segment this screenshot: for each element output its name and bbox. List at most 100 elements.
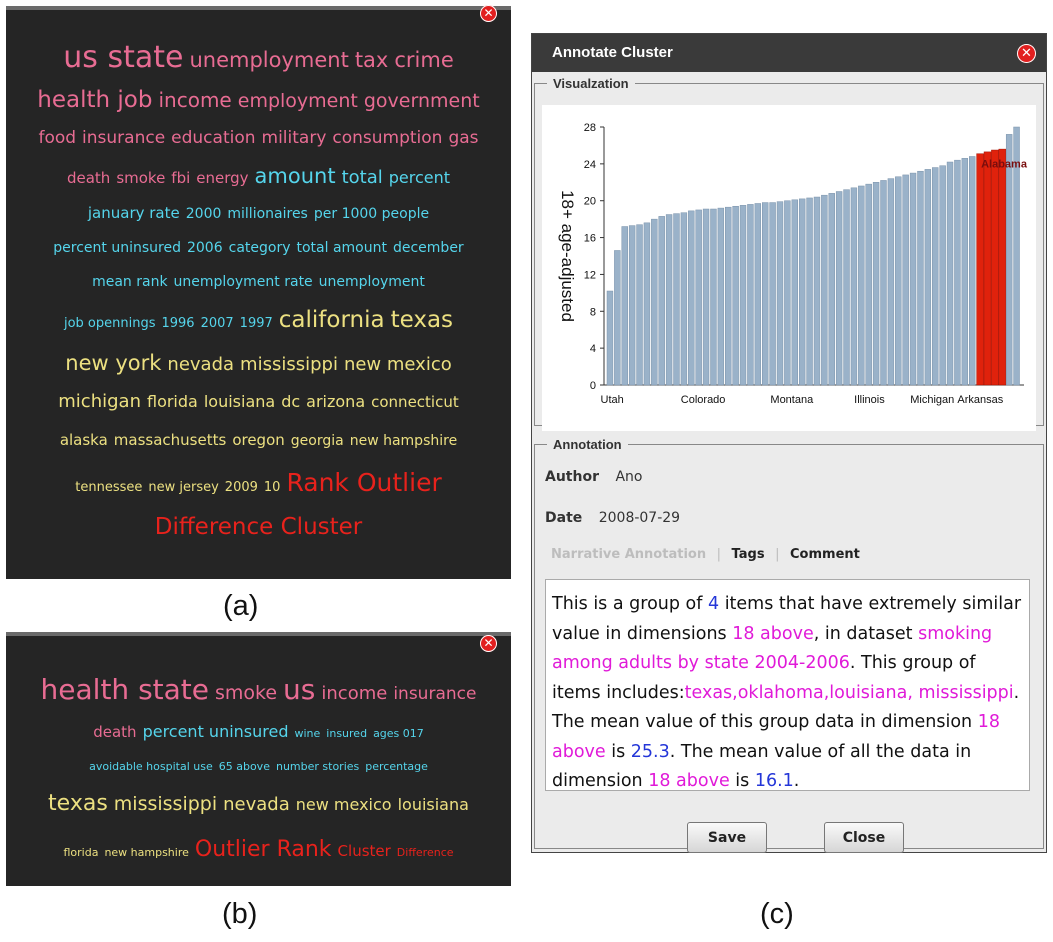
cloud-tag[interactable]: new mexico <box>295 795 392 814</box>
cloud-tag[interactable]: new jersey <box>148 480 219 495</box>
cloud-tag[interactable]: michigan <box>58 391 141 412</box>
bar <box>673 213 680 386</box>
tab-comment[interactable]: Comment <box>790 547 860 562</box>
cloud-tag[interactable]: tennessee <box>75 480 143 495</box>
cloud-tag[interactable]: health state <box>40 673 209 706</box>
cloud-tag[interactable]: Rank Outlier <box>286 468 442 497</box>
cloud-tag[interactable]: smoke <box>215 682 278 704</box>
cloud-tag[interactable]: fbi <box>171 169 191 187</box>
cloud-tag[interactable]: louisiana <box>397 795 469 814</box>
cloud-tag[interactable]: percent uninsured <box>142 722 289 741</box>
cloud-tag[interactable]: january rate <box>87 204 180 222</box>
tab-tags[interactable]: Tags <box>731 547 765 562</box>
cloud-tag[interactable]: louisiana <box>203 392 276 411</box>
cloud-tag[interactable]: number stories <box>275 760 360 773</box>
cloud-tag[interactable]: dc <box>281 392 301 411</box>
visualization-legend: Visualzation <box>553 76 629 91</box>
cloud-tag[interactable]: ages 017 <box>373 727 424 740</box>
cloud-tag[interactable]: 2007 <box>200 316 234 331</box>
cloud-tag[interactable]: new hampshire <box>349 433 458 449</box>
cloud-tag[interactable]: nevada <box>167 354 235 375</box>
cloud-tag[interactable]: income <box>321 683 388 704</box>
cloud-tag[interactable]: california <box>278 307 385 333</box>
cloud-tag[interactable]: food <box>38 128 77 148</box>
cloud-tag[interactable]: Difference Cluster <box>154 514 363 540</box>
annotation-text: . The mean value of all the data in dime… <box>552 741 972 792</box>
cloud-tag[interactable]: health job <box>37 87 153 113</box>
cloud-tag[interactable]: texas <box>48 791 108 816</box>
cloud-tag[interactable]: us state <box>63 40 184 75</box>
cloud-tag[interactable]: arizona <box>306 392 366 411</box>
cloud-tag[interactable]: texas <box>390 307 454 333</box>
cloud-tag[interactable]: military <box>261 128 327 148</box>
close-button[interactable]: Close <box>824 822 904 853</box>
cloud-tag[interactable]: december <box>392 240 464 256</box>
cloud-tag[interactable]: oregon <box>232 431 285 449</box>
cloud-tag[interactable]: millionaires <box>227 206 308 222</box>
cloud-tag[interactable]: percent uninsured <box>53 240 181 256</box>
cloud-tag[interactable]: new hampshire <box>104 846 189 859</box>
close-icon[interactable]: ✕ <box>480 5 497 22</box>
cloud-tag[interactable]: job opennings <box>63 316 156 331</box>
cloud-tag[interactable]: wine <box>294 727 321 740</box>
cloud-tag[interactable]: connecticut <box>371 393 459 411</box>
save-button[interactable]: Save <box>687 822 767 853</box>
cloud-tag[interactable]: mississippi <box>240 354 338 375</box>
cloud-tag[interactable]: Outlier Rank <box>194 837 332 862</box>
cloud-tag[interactable]: florida <box>63 846 99 859</box>
cloud-tag[interactable]: gas <box>448 128 479 148</box>
cloud-tag[interactable]: Difference <box>396 846 454 859</box>
cloud-tag[interactable]: Cluster <box>337 842 391 860</box>
bar <box>702 208 710 386</box>
cloud-tag[interactable]: 1996 <box>161 316 195 331</box>
cloud-tag[interactable]: consumption <box>332 128 443 148</box>
cloud-tag[interactable]: insured <box>326 727 368 740</box>
cloud-tag[interactable]: 1997 <box>239 316 273 331</box>
close-icon[interactable]: ✕ <box>1017 44 1036 63</box>
cloud-tag[interactable]: smoke <box>116 169 166 187</box>
cloud-tag[interactable]: new york <box>65 351 162 375</box>
cloud-tag[interactable]: category <box>228 240 291 256</box>
cloud-tag[interactable]: unemployment <box>318 274 425 290</box>
cloud-tag[interactable]: us <box>283 673 316 706</box>
cloud-tag[interactable]: per 1000 people <box>313 206 430 222</box>
bar <box>843 189 850 386</box>
cloud-tag[interactable]: total amount <box>296 240 387 256</box>
cloud-tag[interactable]: percent <box>388 168 451 187</box>
cloud-tag[interactable]: mississippi <box>113 793 218 815</box>
tab-narrative-annotation[interactable]: Narrative Annotation <box>551 547 707 562</box>
bar-chart: 0 4 8 12 16 20 24 28 18+ age-adjusted Alabama Utah… <box>558 122 1028 406</box>
close-icon[interactable]: ✕ <box>480 635 497 652</box>
cloud-tag[interactable]: education <box>171 128 256 148</box>
cloud-tag[interactable]: massachusetts <box>113 431 227 449</box>
cloud-tag[interactable]: 2000 <box>185 206 222 222</box>
cloud-tag[interactable]: 2009 <box>224 480 258 495</box>
cloud-tag[interactable]: employment <box>237 90 358 112</box>
cloud-tag[interactable]: florida <box>146 392 198 411</box>
cloud-tag[interactable]: percentage <box>365 760 428 773</box>
cloud-tag[interactable]: income <box>158 88 232 112</box>
cloud-tag[interactable]: alaska <box>59 431 108 449</box>
cloud-tag[interactable]: tax <box>354 48 389 72</box>
cloud-tag[interactable]: government <box>363 90 480 112</box>
cloud-tag[interactable]: 65 above <box>218 760 270 773</box>
cloud-tag[interactable]: 10 <box>263 480 281 495</box>
cloud-tag[interactable]: energy <box>196 169 249 187</box>
bar <box>636 224 643 386</box>
cloud-tag[interactable]: total <box>341 167 383 188</box>
cloud-tag[interactable]: mean rank <box>92 274 168 290</box>
cloud-tag[interactable]: insurance <box>393 684 477 704</box>
cloud-tag[interactable]: death <box>93 723 137 741</box>
annotation-textarea[interactable]: This is a group of 4 items that have ext… <box>545 579 1030 791</box>
cloud-tag[interactable]: death <box>66 169 111 187</box>
cloud-tag[interactable]: crime <box>394 48 454 72</box>
cloud-tag[interactable]: avoidable hospital use <box>89 760 213 773</box>
cloud-tag[interactable]: new mexico <box>343 354 452 375</box>
cloud-tag[interactable]: unemployment rate <box>173 274 313 290</box>
cloud-tag[interactable]: georgia <box>290 433 344 449</box>
cloud-tag[interactable]: nevada <box>223 794 290 815</box>
cloud-tag[interactable]: insurance <box>82 128 166 148</box>
cloud-tag[interactable]: 2006 <box>186 240 223 256</box>
cloud-tag[interactable]: unemployment <box>189 48 349 72</box>
cloud-tag[interactable]: amount <box>254 164 336 188</box>
